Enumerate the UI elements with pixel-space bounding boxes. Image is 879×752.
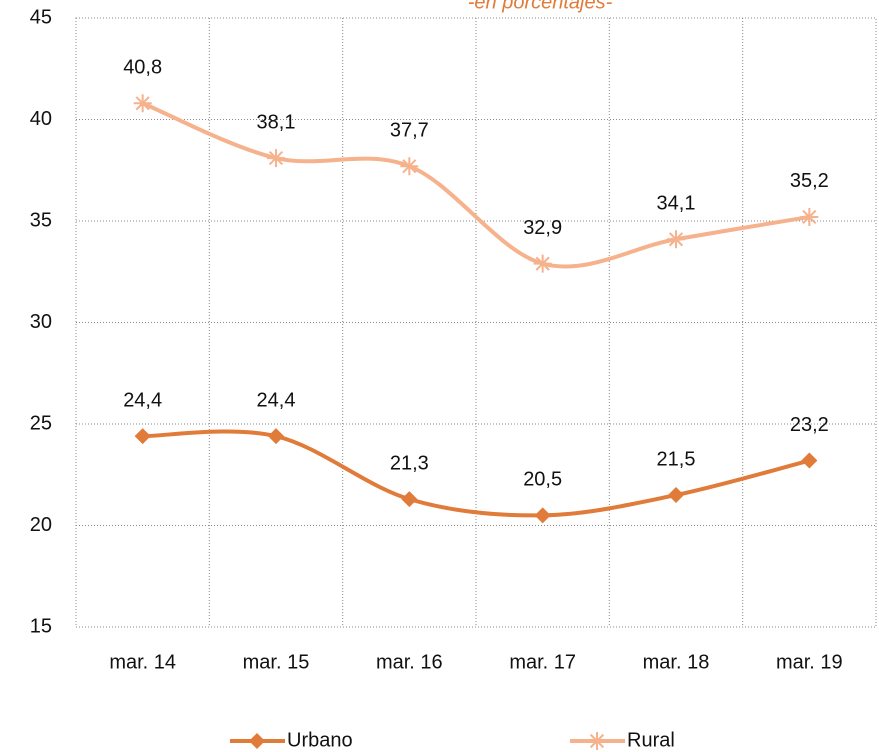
data-label: 21,5 — [657, 448, 696, 470]
y-tick-label: 15 — [30, 615, 52, 637]
x-tick-label: mar. 17 — [509, 651, 576, 673]
data-label: 37,7 — [390, 119, 429, 141]
x-tick-label: mar. 19 — [776, 651, 843, 673]
x-tick-label: mar. 16 — [376, 651, 443, 673]
y-tick-label: 25 — [30, 412, 52, 434]
marker — [400, 157, 419, 176]
data-label: 21,3 — [390, 452, 429, 474]
y-tick-label: 40 — [30, 108, 52, 130]
marker — [268, 428, 284, 445]
data-label: 24,4 — [123, 389, 162, 411]
series-line — [142, 429, 810, 518]
data-label: 40,8 — [123, 57, 162, 79]
y-tick-label: 35 — [30, 209, 52, 231]
legend-marker — [249, 733, 265, 749]
x-tick-label: mar. 18 — [643, 651, 710, 673]
marker — [134, 428, 151, 445]
data-label: 20,5 — [523, 469, 562, 491]
marker — [267, 149, 285, 168]
marker — [667, 230, 685, 249]
marker — [133, 94, 152, 113]
plot-border — [75, 17, 877, 628]
legend-label: Urbano — [287, 729, 353, 751]
x-tick-label: mar. 14 — [109, 651, 176, 673]
marker — [801, 452, 818, 469]
series-line — [141, 101, 810, 269]
marker — [401, 491, 418, 508]
marker — [533, 254, 552, 273]
marker — [668, 487, 684, 504]
marker — [800, 207, 819, 226]
data-label: 24,4 — [257, 389, 296, 411]
series: 24,4 24,4 21,3 20,5 21,5 23,2 — [123, 389, 829, 524]
data-label: 38,1 — [257, 111, 296, 133]
y-tick-label: 45 — [30, 6, 52, 28]
chart-subtitle: -en porcentajes- — [468, 0, 613, 13]
data-label: 32,9 — [523, 217, 562, 239]
legend-marker — [588, 732, 606, 750]
x-tick-label: mar. 15 — [243, 651, 310, 673]
marker — [534, 507, 551, 524]
series: 40,8 38,1 37,7 32,9 34,1 35,2 — [123, 57, 829, 273]
y-tick-label: 30 — [30, 311, 52, 333]
data-label: 23,2 — [790, 414, 829, 436]
legend-label: Rural — [627, 729, 675, 751]
y-tick-label: 20 — [30, 514, 52, 536]
data-label: 34,1 — [657, 193, 696, 215]
data-label: 35,2 — [790, 170, 829, 192]
